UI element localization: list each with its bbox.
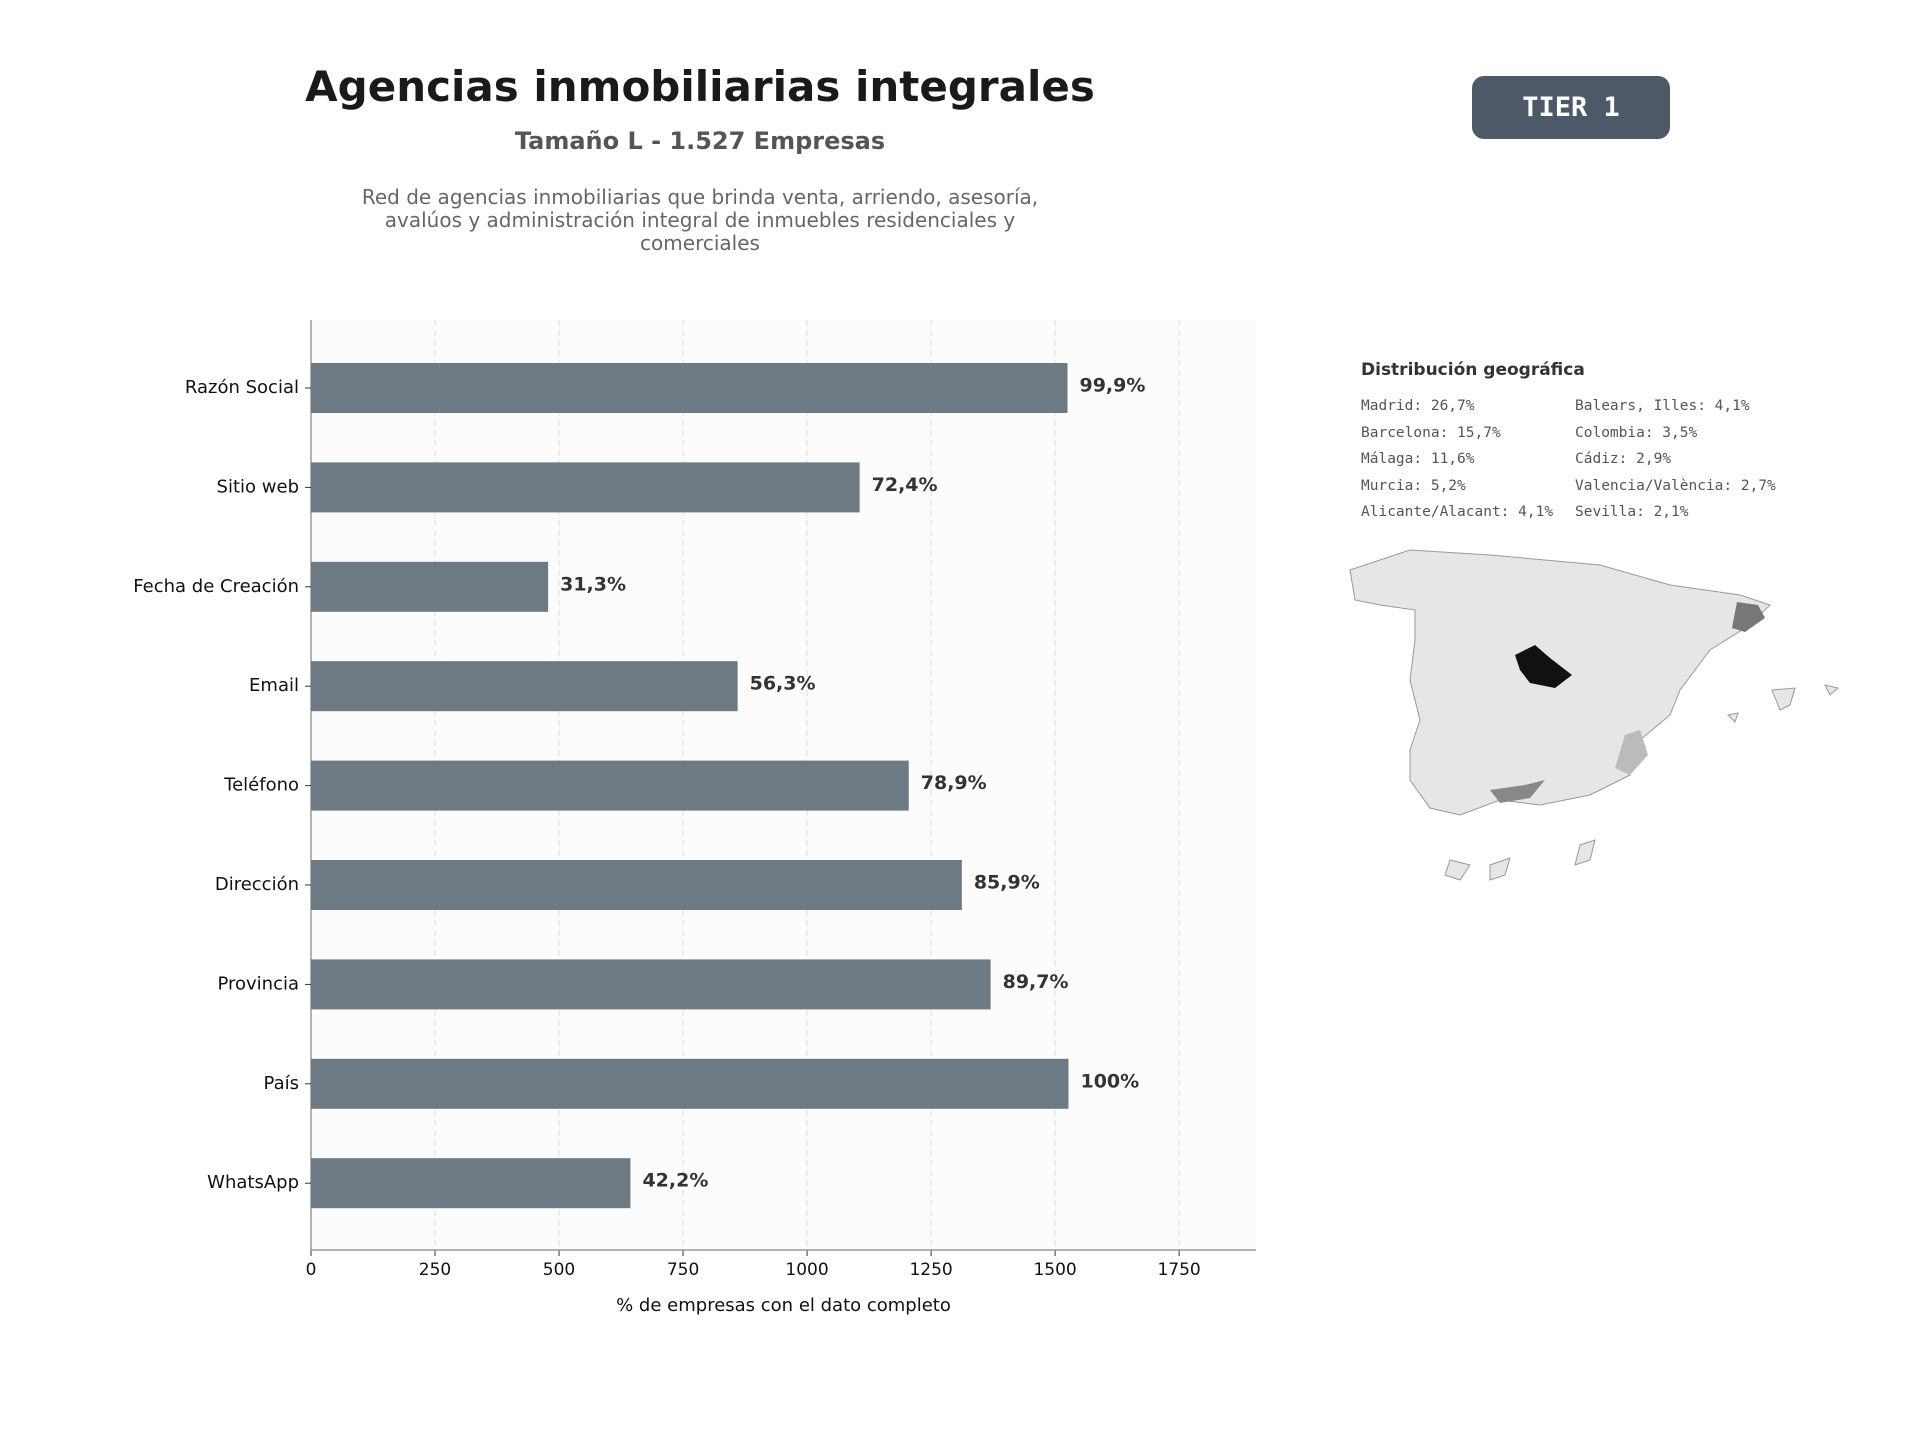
y-tick-label: WhatsApp: [207, 1172, 299, 1193]
x-tick-label: 500: [543, 1260, 575, 1280]
x-tick-label: 1250: [909, 1260, 952, 1280]
geo-item: Colombia: 3,5%: [1575, 424, 1698, 441]
map: [1349, 549, 1840, 881]
value-label: 78,9%: [921, 772, 987, 794]
y-tick-label: Sitio web: [217, 476, 299, 497]
map-madrid: [1515, 645, 1572, 688]
value-label: 100%: [1080, 1070, 1139, 1092]
title: Agencias inmobiliarias integrales: [305, 62, 1095, 111]
value-label: 31,3%: [560, 573, 626, 595]
x-tick-label: 750: [667, 1260, 699, 1280]
value-label: 99,9%: [1079, 375, 1145, 397]
map-canarias: [1444, 839, 1596, 881]
map-murcia: [1615, 730, 1648, 775]
bar: [311, 462, 860, 513]
x-tick-label: 1500: [1033, 1260, 1076, 1280]
geo-item: Alicante/Alacant: 4,1%: [1361, 504, 1554, 520]
x-tick-label: 1750: [1157, 1260, 1200, 1280]
description: Red de agencias inmobiliarias que brinda…: [361, 185, 1039, 255]
bar: [311, 959, 991, 1010]
map-barcelona: [1732, 602, 1765, 632]
bar: [311, 661, 738, 712]
map-islands: [1726, 684, 1840, 723]
bar: [311, 363, 1068, 413]
bar: [311, 1158, 631, 1209]
y-tick-label: País: [264, 1073, 299, 1094]
value-label: 89,7%: [1003, 971, 1069, 993]
geo-item: Murcia: 5,2%: [1361, 477, 1466, 494]
geo-item: Sevilla: 2,1%: [1575, 504, 1689, 520]
x-axis-label: % de empresas con el dato completo: [616, 1295, 951, 1316]
y-tick-label: Razón Social: [185, 377, 299, 398]
tier-badge: TIER 1: [1472, 76, 1670, 139]
y-tick-label: Dirección: [215, 874, 299, 895]
geo-title: Distribución geográfica: [1361, 360, 1585, 380]
geo-item: Barcelona: 15,7%: [1361, 424, 1501, 441]
x-tick-label: 1000: [785, 1260, 828, 1280]
geo-item: Cádiz: 2,9%: [1575, 451, 1672, 467]
bar: [311, 760, 909, 811]
value-label: 72,4%: [872, 474, 938, 496]
y-tick-label: Provincia: [217, 973, 299, 994]
bar: [311, 1058, 1069, 1109]
x-tick-label: 250: [419, 1260, 451, 1280]
value-label: 56,3%: [750, 673, 816, 695]
value-label: 85,9%: [974, 872, 1040, 894]
y-tick-label: Teléfono: [223, 775, 299, 796]
y-tick-label: Email: [249, 675, 299, 696]
geo-item: Balears, Illes: 4,1%: [1575, 398, 1750, 414]
subtitle: Tamaño L - 1.527 Empresas: [514, 127, 886, 155]
value-label: 42,2%: [642, 1170, 708, 1192]
map-malaga: [1490, 780, 1545, 803]
geo-item: Málaga: 11,6%: [1361, 451, 1475, 467]
geo-item: Valencia/València: 2,7%: [1575, 477, 1776, 494]
y-tick-label: Fecha de Creación: [133, 576, 299, 597]
x-tick-label: 0: [306, 1260, 317, 1280]
bar: [311, 860, 962, 910]
geo-item: Madrid: 26,7%: [1361, 398, 1475, 414]
bar: [311, 561, 549, 612]
